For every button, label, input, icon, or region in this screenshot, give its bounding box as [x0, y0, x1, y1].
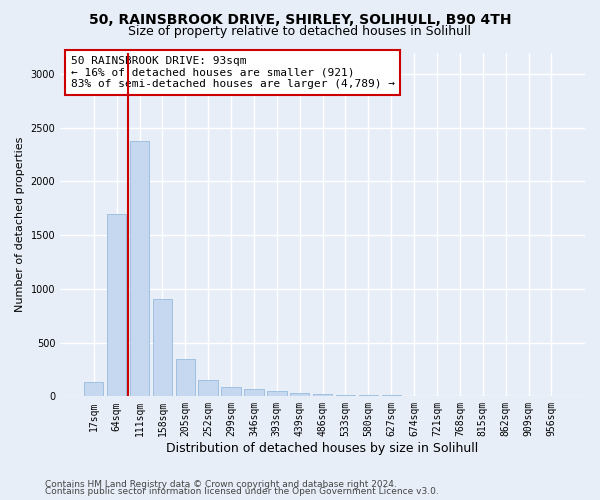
Bar — [130, 140, 149, 396]
Bar — [267, 392, 287, 396]
Bar — [290, 392, 310, 396]
Bar — [244, 389, 263, 396]
Bar — [176, 358, 195, 397]
Bar — [107, 214, 127, 396]
Text: 50 RAINSBROOK DRIVE: 93sqm
← 16% of detached houses are smaller (921)
83% of sem: 50 RAINSBROOK DRIVE: 93sqm ← 16% of deta… — [71, 56, 395, 89]
Bar — [199, 380, 218, 396]
Bar — [336, 394, 355, 396]
Text: Contains public sector information licensed under the Open Government Licence v3: Contains public sector information licen… — [45, 488, 439, 496]
Bar — [221, 386, 241, 396]
Bar — [84, 382, 103, 396]
Text: Contains HM Land Registry data © Crown copyright and database right 2024.: Contains HM Land Registry data © Crown c… — [45, 480, 397, 489]
X-axis label: Distribution of detached houses by size in Solihull: Distribution of detached houses by size … — [166, 442, 479, 455]
Bar — [313, 394, 332, 396]
Text: Size of property relative to detached houses in Solihull: Size of property relative to detached ho… — [128, 25, 472, 38]
Bar — [152, 298, 172, 396]
Y-axis label: Number of detached properties: Number of detached properties — [15, 136, 25, 312]
Text: 50, RAINSBROOK DRIVE, SHIRLEY, SOLIHULL, B90 4TH: 50, RAINSBROOK DRIVE, SHIRLEY, SOLIHULL,… — [89, 12, 511, 26]
